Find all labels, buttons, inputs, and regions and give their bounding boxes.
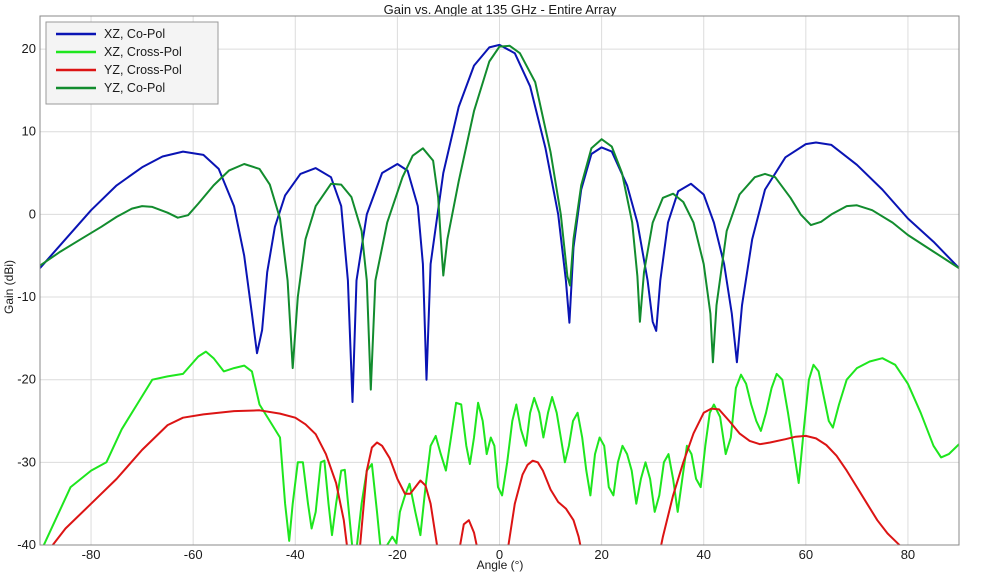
y-tick-label: -30 (17, 454, 36, 469)
x-tick-label: -40 (286, 547, 305, 562)
x-tick-label: -20 (388, 547, 407, 562)
series-line-2 (42, 350, 959, 545)
x-tick-label: 40 (696, 547, 710, 562)
y-tick-label: -40 (17, 537, 36, 552)
legend: XZ, Co-Pol XZ, Cross-Pol YZ, Cross-Pol YZ, … (45, 21, 219, 105)
legend-label: YZ, Co-Pol (104, 81, 165, 95)
x-tick-label: -60 (184, 547, 203, 562)
x-axis-label: Angle (°) (476, 558, 524, 572)
series-line-3 (51, 407, 901, 545)
series-layer (40, 43, 959, 545)
series-line-4 (40, 44, 959, 391)
x-tick-label: 80 (901, 547, 915, 562)
legend-label: XZ, Cross-Pol (104, 45, 182, 59)
plot-border (39, 15, 960, 546)
x-tick-label: 60 (799, 547, 813, 562)
grid (40, 16, 959, 546)
y-tick-label: 0 (29, 206, 36, 221)
tick-labels: -80 -60 -40 -20 0 20 40 60 80 -40 -30 -20 -10 0 10 20 (17, 41, 915, 562)
y-tick-label: 20 (22, 41, 36, 56)
y-tick-label: 10 (22, 124, 36, 139)
y-tick-label: -20 (17, 372, 36, 387)
y-tick-label: -10 (17, 289, 36, 304)
x-tick-label: 20 (594, 547, 608, 562)
x-tick-label: -80 (82, 547, 101, 562)
chart-title: Gain vs. Angle at 135 GHz - Entire Array (383, 2, 617, 17)
legend-label: XZ, Co-Pol (104, 27, 165, 41)
series-line-1 (40, 43, 959, 403)
x-tick-label: 0 (496, 547, 503, 562)
legend-label: YZ, Cross-Pol (104, 63, 182, 77)
legend-box (45, 21, 219, 105)
